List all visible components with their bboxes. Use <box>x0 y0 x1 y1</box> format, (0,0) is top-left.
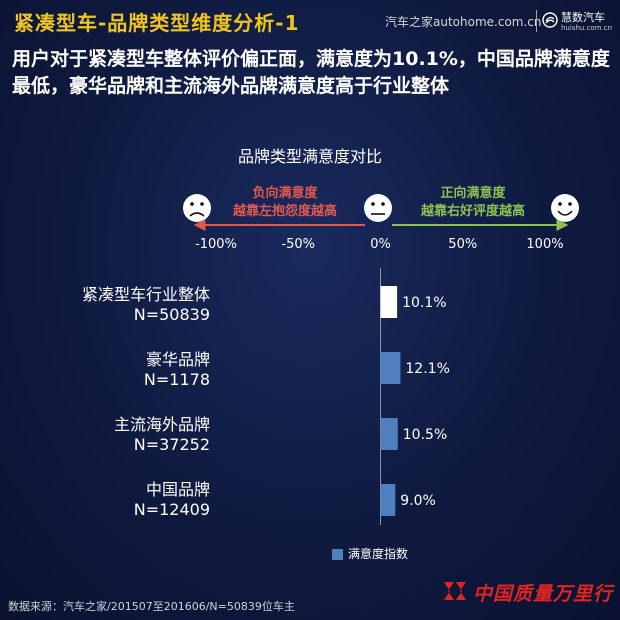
category-n: N=50839 <box>133 305 210 324</box>
bar <box>380 484 396 516</box>
huishu-brand: 慧数汽车 <box>561 11 605 24</box>
x-tick-label: 50% <box>448 237 477 252</box>
china-quality-logo-icon <box>444 582 466 600</box>
bar <box>380 286 398 318</box>
category-label-china: 中国品牌 N=12409 <box>134 480 210 520</box>
page-title: 紧凑型车-品牌类型维度分析-1 <box>14 11 300 35</box>
category-name: 主流海外品牌 <box>113 415 210 434</box>
legend-label: 满意度指数 <box>348 547 409 561</box>
negative-label-2: 越靠左抱怨度越高 <box>232 203 337 219</box>
category-label-foreign: 主流海外品牌 N=37252 <box>114 415 210 455</box>
legend-swatch <box>332 549 343 560</box>
bar-value-label: 12.1% <box>405 361 449 377</box>
chart-title: 品牌类型满意度对比 <box>237 147 382 166</box>
bar-value-label: 10.1% <box>402 295 446 311</box>
sad-face-icon <box>183 194 211 222</box>
bars: 10.1% 12.1% 10.5% 9.0% <box>380 286 450 516</box>
bar <box>380 352 401 384</box>
category-n: N=1178 <box>143 370 210 389</box>
positive-label-1: 正向满意度 <box>440 185 506 201</box>
positive-label-2: 越靠右好评度越高 <box>420 203 525 219</box>
brand-divider <box>536 10 537 32</box>
data-source: 数据来源：汽车之家/201507至201606/N=50839位车主 <box>8 600 295 613</box>
legend: 满意度指数 <box>332 545 408 562</box>
headline: 用户对于紧凑型车整体评价偏正面，满意度为10.1%，中国品牌满意度最低，豪华品牌… <box>12 48 610 97</box>
happy-face-icon <box>551 194 579 222</box>
x-tick-label: 100% <box>526 237 563 252</box>
category-label-overall: 紧凑型车行业整体 N=50839 <box>82 285 210 325</box>
negative-label-1: 负向满意度 <box>252 185 318 201</box>
bar-value-label: 10.5% <box>403 427 447 443</box>
huishu-logo-icon <box>542 12 558 28</box>
x-axis-ticks: -100% -50% 0% 50% 100% <box>195 237 564 252</box>
neutral-face-icon <box>364 194 392 222</box>
category-n: N=37252 <box>133 435 210 454</box>
category-name: 中国品牌 <box>145 480 210 499</box>
category-n: N=12409 <box>133 500 210 519</box>
bar <box>380 418 398 450</box>
top-bar: 紧凑型车-品牌类型维度分析-1 汽车之家autohome.com.cn 慧数汽车… <box>0 0 620 40</box>
china-quality-brand: 中国质量万里行 <box>473 583 614 605</box>
huishu-url: huishu.com.cn <box>561 24 613 32</box>
x-tick-label: -100% <box>195 237 237 252</box>
autohome-brand: 汽车之家autohome.com.cn <box>385 15 542 29</box>
category-label-luxury: 豪华品牌 N=1178 <box>144 350 210 390</box>
category-name: 豪华品牌 <box>145 350 210 369</box>
x-tick-label: 0% <box>370 237 391 252</box>
category-name: 紧凑型车行业整体 <box>81 285 210 304</box>
x-tick-label: -50% <box>281 237 315 252</box>
bar-value-label: 9.0% <box>400 493 436 509</box>
